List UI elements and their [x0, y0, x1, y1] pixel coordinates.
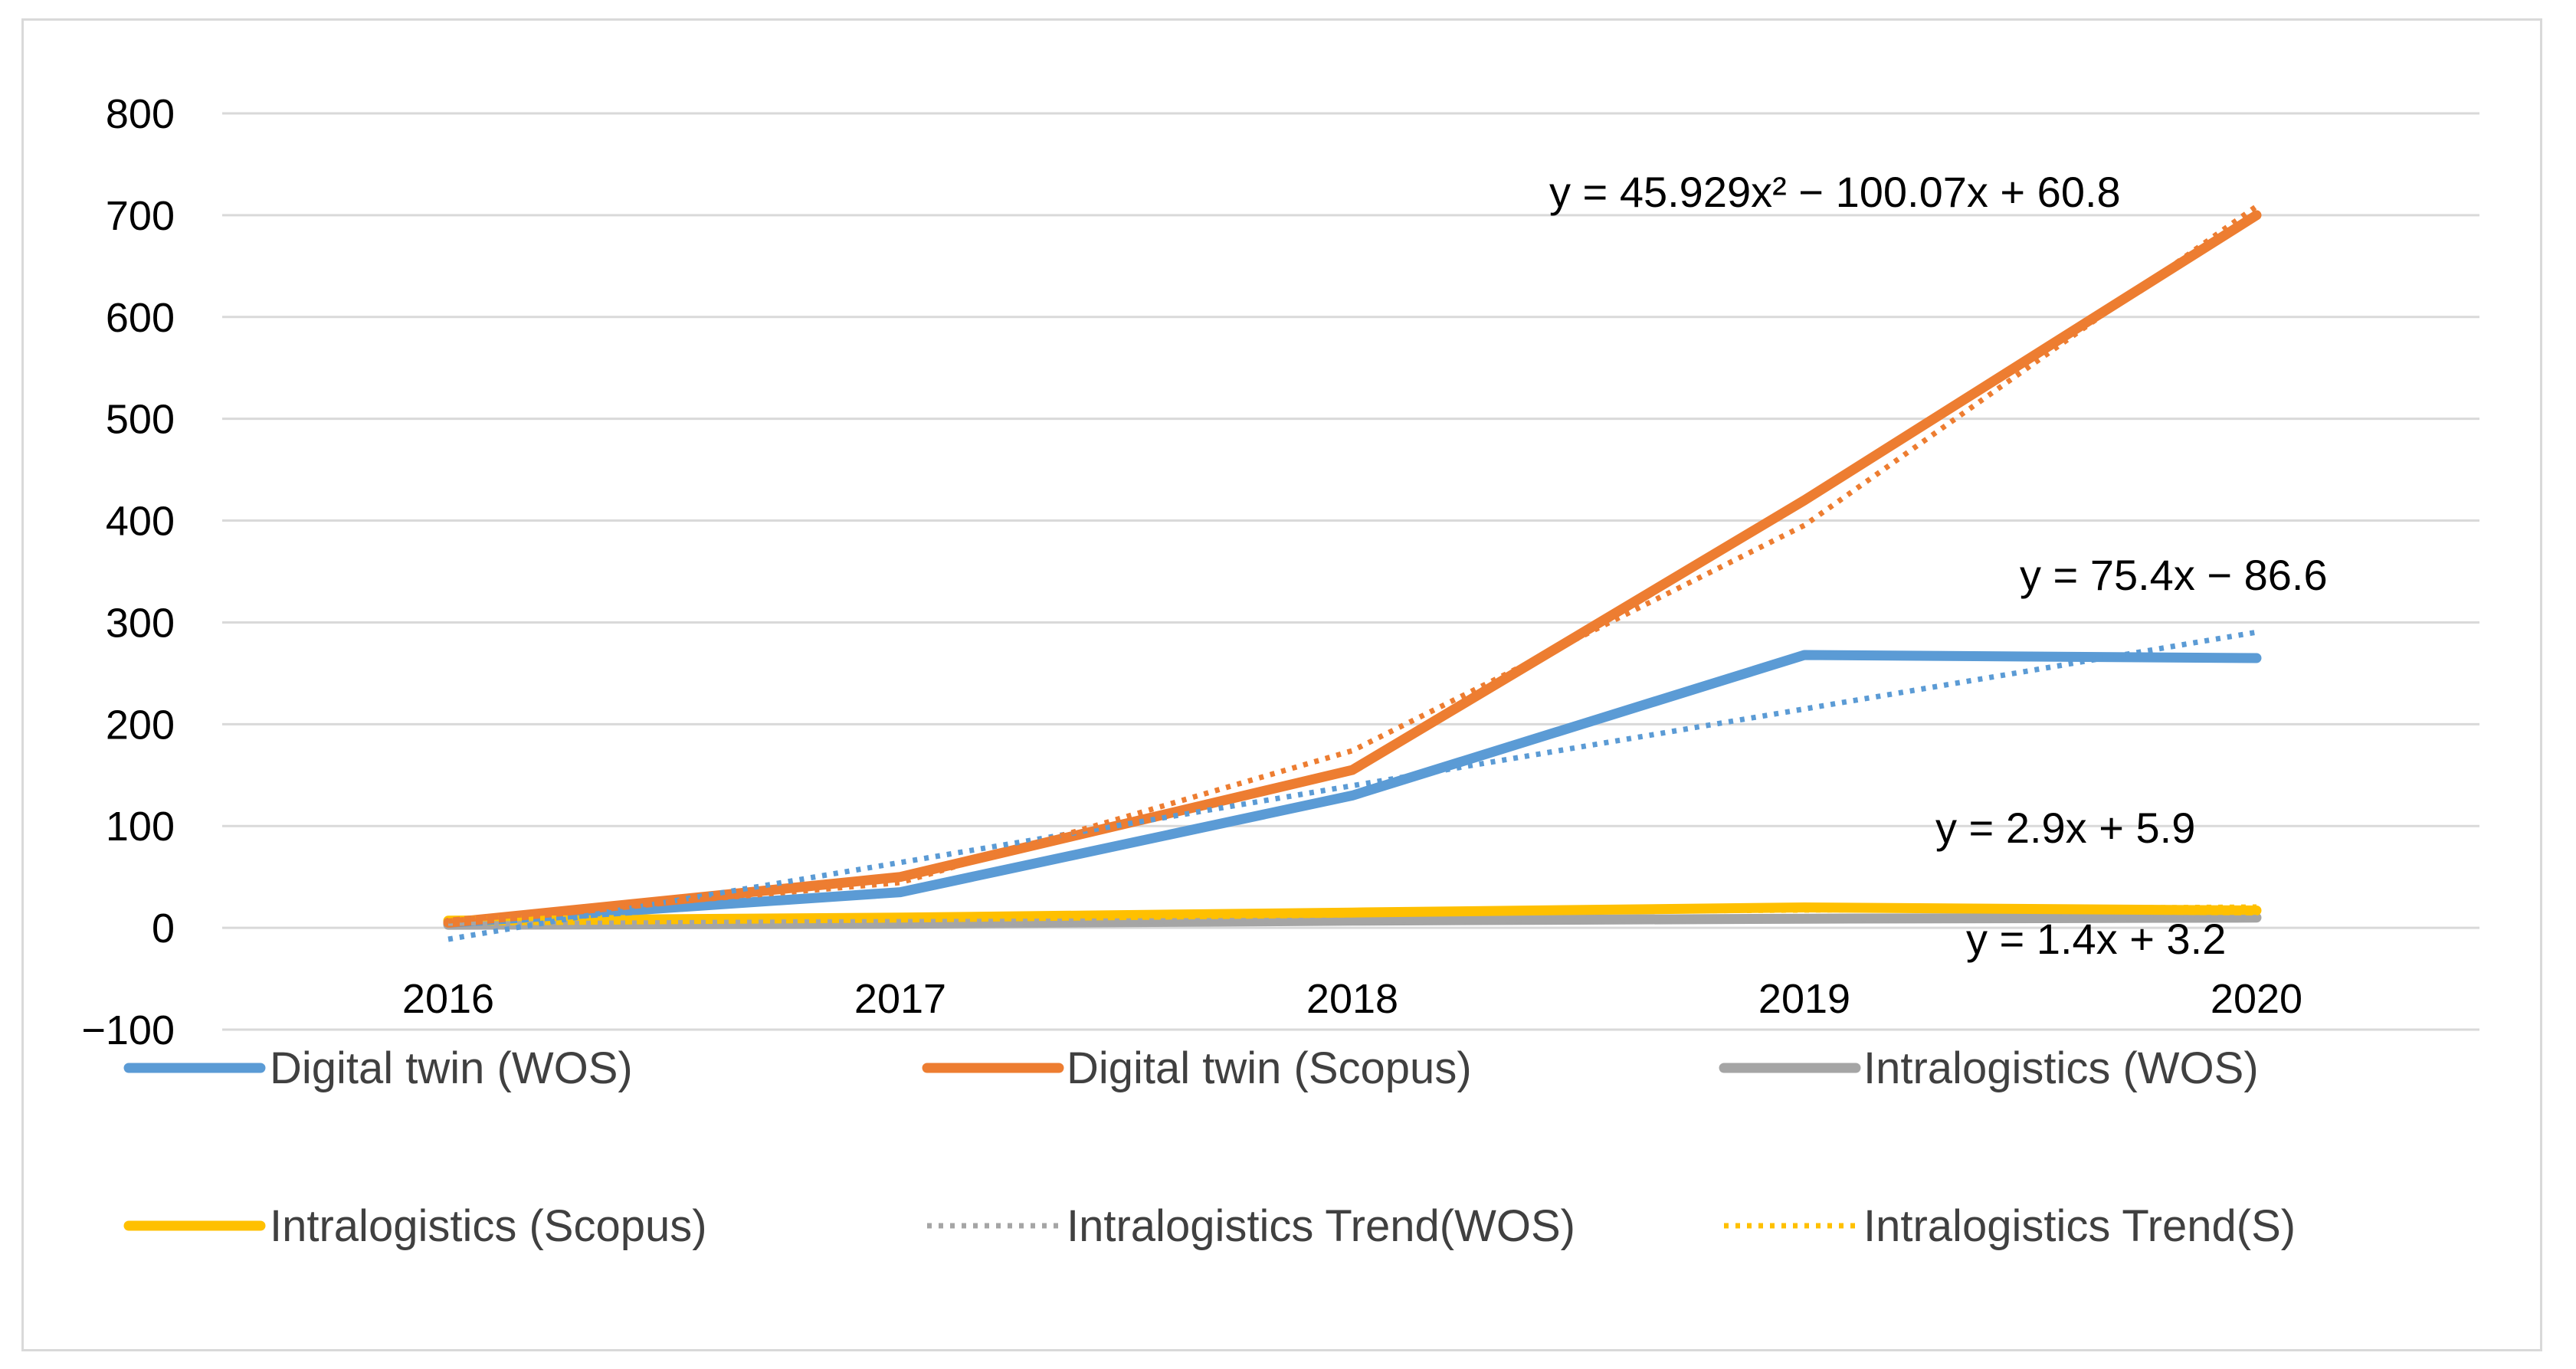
legend-item-digital-twin-wos: Digital twin (WOS): [123, 1043, 633, 1093]
series-digital-twin-scopus-point: [1804, 499, 1805, 501]
equation-intralogistics-scopus: y = 2.9x + 5.9: [1935, 804, 2195, 852]
legend-item-intralogistics-scopus: Intralogistics (Scopus): [123, 1201, 707, 1251]
series-intralogistics-trend-s-point: [900, 915, 901, 917]
series-intralogistics-trend-wos-point: [1804, 918, 1805, 919]
y-axis-ticks: 800 700 600 500 400 300 200 100 0 −100: [81, 91, 175, 1053]
trendline-digital-twin-wos-point: [2256, 631, 2257, 633]
trendline-digital-twin-scopus-point: [2256, 205, 2257, 207]
x-tick-label: 2019: [1758, 976, 1850, 1022]
series-intralogistics-trend-s: [447, 904, 2257, 922]
y-tick-label: 600: [106, 295, 175, 341]
equation-digital-twin-wos: y = 75.4x − 86.6: [2020, 551, 2328, 599]
series-intralogistics-scopus-point: [2256, 910, 2257, 912]
trendline-digital-twin-scopus-point: [900, 882, 901, 883]
x-tick-label: 2016: [402, 976, 494, 1022]
legend-item-intralogistics-trend-wos: Intralogistics Trend(WOS): [927, 1201, 1575, 1251]
x-tick-label: 2018: [1306, 976, 1398, 1022]
trendline-digital-twin-wos-point: [447, 938, 449, 940]
series-intralogistics-trend-s-point: [1804, 909, 1805, 911]
legend-label: Digital twin (WOS): [270, 1043, 633, 1093]
x-axis-ticks: 2016 2017 2018 2019 2020: [402, 976, 2302, 1022]
legend-item-intralogistics-wos: Intralogistics (WOS): [1719, 1043, 2259, 1093]
series-digital-twin-scopus-point: [2256, 215, 2257, 216]
trendline-digital-twin-wos-point: [1352, 785, 1353, 787]
legend-label: Intralogistics (Scopus): [270, 1201, 707, 1251]
y-tick-label: 400: [106, 499, 175, 545]
series-intralogistics-trend-s-point: [2256, 906, 2257, 908]
series-intralogistics-trend-wos-point: [2256, 917, 2257, 919]
series-digital-twin-wos-point: [1352, 794, 1353, 796]
y-tick-label: 800: [106, 91, 175, 137]
trendline-digital-twin-scopus-point: [1804, 525, 1805, 526]
series-digital-twin-wos-point: [900, 892, 901, 893]
trendline-digital-twin-scopus-point: [1352, 750, 1353, 752]
y-tick-label: 200: [106, 702, 175, 748]
series-intralogistics-trend-wos-point: [900, 921, 901, 922]
series-digital-twin-wos-point: [1804, 654, 1805, 656]
legend-label: Intralogistics Trend(S): [1863, 1201, 2296, 1251]
legend-item-digital-twin-scopus: Digital twin (Scopus): [922, 1043, 1472, 1093]
series-digital-twin-scopus-point: [900, 876, 901, 878]
legend-label: Digital twin (Scopus): [1067, 1043, 1472, 1093]
x-tick-label: 2017: [854, 976, 946, 1022]
y-tick-label: 500: [106, 397, 175, 443]
trendline-digital-twin-scopus: [447, 204, 2259, 924]
equation-digital-twin-scopus: y = 45.929x² − 100.07x + 60.8: [1549, 168, 2121, 216]
y-tick-label: −100: [81, 1007, 175, 1053]
trendline-digital-twin-scopus-point: [447, 920, 449, 922]
y-tick-label: 100: [106, 804, 175, 850]
series-intralogistics-trend-wos-point: [1352, 919, 1353, 921]
series-digital-twin-scopus-point: [1352, 769, 1353, 771]
equation-intralogistics-wos: y = 1.4x + 3.2: [1966, 915, 2226, 963]
legend-label: Intralogistics (WOS): [1863, 1043, 2259, 1093]
legend: Digital twin (WOS) Digital twin (Scopus)…: [123, 1043, 2296, 1251]
legend-label: Intralogistics Trend(WOS): [1067, 1201, 1575, 1251]
trend-equations: y = 45.929x² − 100.07x + 60.8 y = 75.4x …: [1549, 168, 2328, 963]
series-intralogistics-trend-wos: [447, 915, 2257, 926]
trendline-digital-twin-wos-point: [1804, 708, 1805, 709]
series-intralogistics-trend-s-point: [1352, 912, 1353, 914]
y-tick-label: 300: [106, 600, 175, 646]
y-tick-label: 0: [152, 906, 175, 951]
x-tick-label: 2020: [2211, 976, 2302, 1022]
trendline-digital-twin-wos-point: [900, 862, 901, 863]
trendlines: [447, 204, 2259, 942]
series-digital-twin-wos-point: [2256, 657, 2257, 659]
series-digital-twin-scopus: [443, 210, 2262, 928]
legend-item-intralogistics-trend-s: Intralogistics Trend(S): [1724, 1201, 2296, 1251]
y-tick-label: 700: [106, 193, 175, 239]
chart-frame: [21, 18, 2542, 1351]
series-digital-twin-wos: [443, 650, 2262, 928]
